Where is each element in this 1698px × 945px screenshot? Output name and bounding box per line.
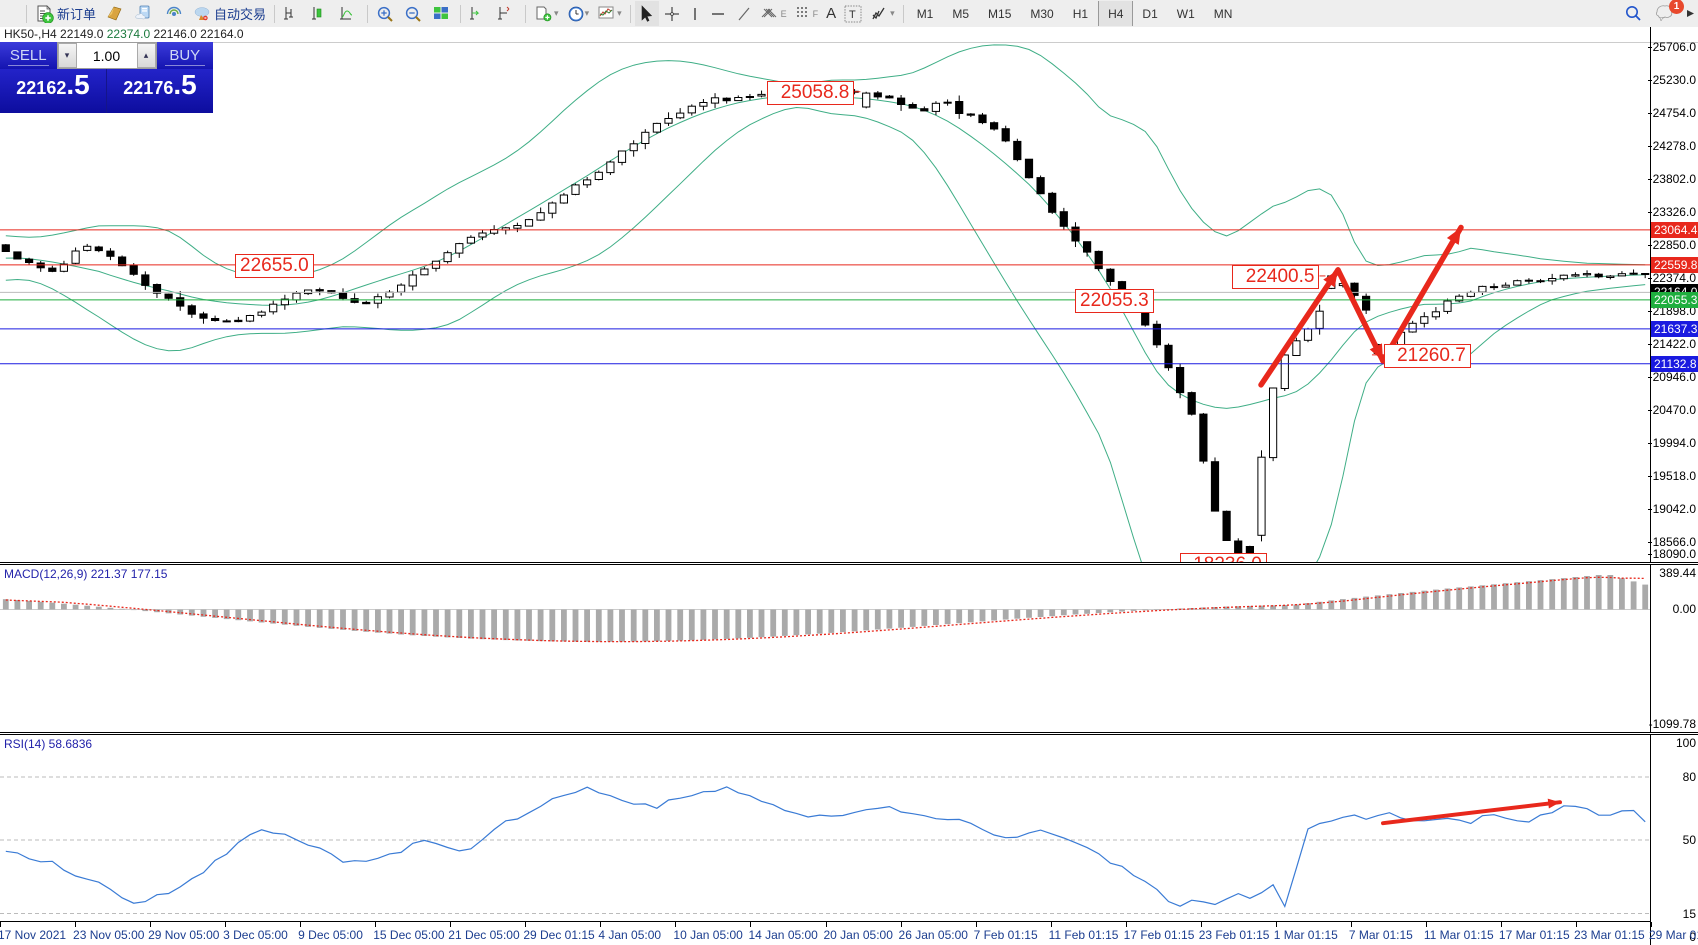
svg-text:T: T — [849, 9, 856, 21]
